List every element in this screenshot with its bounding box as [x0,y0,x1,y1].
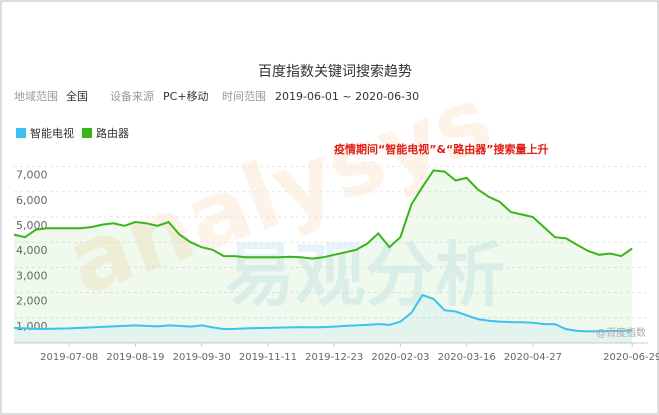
source: @百度指数 [596,326,646,339]
y-tick-label: 3,000 [16,269,48,282]
x-tick-label: 2019-08-19 [106,352,164,363]
line [13,293,633,333]
filter-label: 地域范围 [14,89,58,103]
y-tick-label: 2,000 [16,295,48,308]
legend-label: 智能电视 [30,126,74,140]
x-tick-label: 2020-02-03 [371,352,429,363]
watermark-text: 易观分析 [225,234,505,316]
filter-value: PC+移动 [163,90,209,103]
x-tick-label: 2019-12-23 [305,352,363,363]
filter-label: 设备来源 [110,89,154,103]
x-tick-label: 2019-07-08 [40,352,98,363]
filter-value: 全国 [66,89,88,103]
x-tick-label: 2020-03-16 [438,352,496,363]
legend-swatch [82,128,92,138]
y-tick-label: 4,000 [16,244,48,257]
x-tick-label: 2019-09-30 [173,352,231,363]
area [14,170,633,343]
x-tick-label: 2020-04-27 [504,352,562,363]
filter-value: 2019-06-01 ~ 2020-06-30 [275,90,419,103]
x-tick-label: 2020-06-29 [603,352,659,363]
filter-label: 时间范围 [222,89,266,103]
chart-title: 百度指数关键词搜索趋势 [258,63,412,80]
y-tick-label: 6,000 [16,194,48,207]
line [13,169,633,260]
legend-label: 路由器 [96,126,129,140]
legend-swatch [16,128,26,138]
annotation: 疫情期间“智能电视”&“路由器”搜索量上升 [334,142,549,156]
area [14,295,633,343]
x-tick-label: 2019-11-11 [239,352,297,363]
y-tick-label: 7,000 [16,169,48,182]
